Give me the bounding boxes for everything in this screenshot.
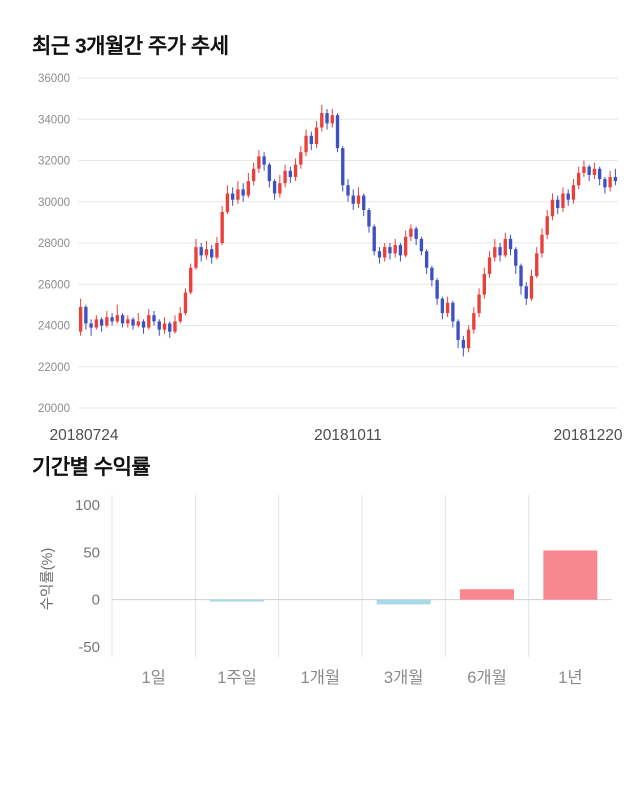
returns-title: 기간별 수익률 xyxy=(32,456,151,479)
svg-text:1개월: 1개월 xyxy=(301,668,341,687)
svg-text:3개월: 3개월 xyxy=(384,668,424,687)
svg-text:20180724: 20180724 xyxy=(50,427,119,444)
svg-text:30000: 30000 xyxy=(38,197,70,209)
svg-text:36000: 36000 xyxy=(38,73,70,85)
svg-text:1주일: 1주일 xyxy=(217,668,257,687)
svg-text:6개월: 6개월 xyxy=(467,668,507,687)
svg-text:0: 0 xyxy=(92,592,100,609)
svg-text:수익률(%): 수익률(%) xyxy=(39,548,56,611)
price-trend-section: 최근 3개월간 주가 추세 36000 34000 32000 30000 28000 2… xyxy=(32,35,623,444)
svg-text:28000: 28000 xyxy=(38,238,70,250)
svg-text:20181011: 20181011 xyxy=(314,427,382,444)
svg-text:24000: 24000 xyxy=(38,321,70,333)
svg-text:32000: 32000 xyxy=(38,156,70,168)
svg-text:1년: 1년 xyxy=(558,668,582,687)
svg-text:-50: -50 xyxy=(78,639,100,656)
returns-section: 기간별 수익률 100 50 0 -50 1일 1주일 1개월 3개월 6개월 1년 수익률(%) xyxy=(0,451,640,702)
svg-text:26000: 26000 xyxy=(38,279,70,291)
svg-text:1일: 1일 xyxy=(141,668,165,687)
svg-text:34000: 34000 xyxy=(38,114,70,126)
svg-text:20000: 20000 xyxy=(38,403,70,415)
candlestick-chart: 36000 34000 32000 30000 28000 26000 24000 22000… xyxy=(38,73,623,444)
returns-bar-chart: 100 50 0 -50 1일 1주일 1개월 3개월 6개월 1년 수익률(%) xyxy=(39,495,612,687)
svg-text:22000: 22000 xyxy=(38,362,70,374)
price-trend-title: 최근 3개월간 주가 추세 xyxy=(32,35,229,58)
svg-text:50: 50 xyxy=(83,544,100,561)
svg-text:20181220: 20181220 xyxy=(554,427,623,444)
svg-text:100: 100 xyxy=(75,497,100,514)
